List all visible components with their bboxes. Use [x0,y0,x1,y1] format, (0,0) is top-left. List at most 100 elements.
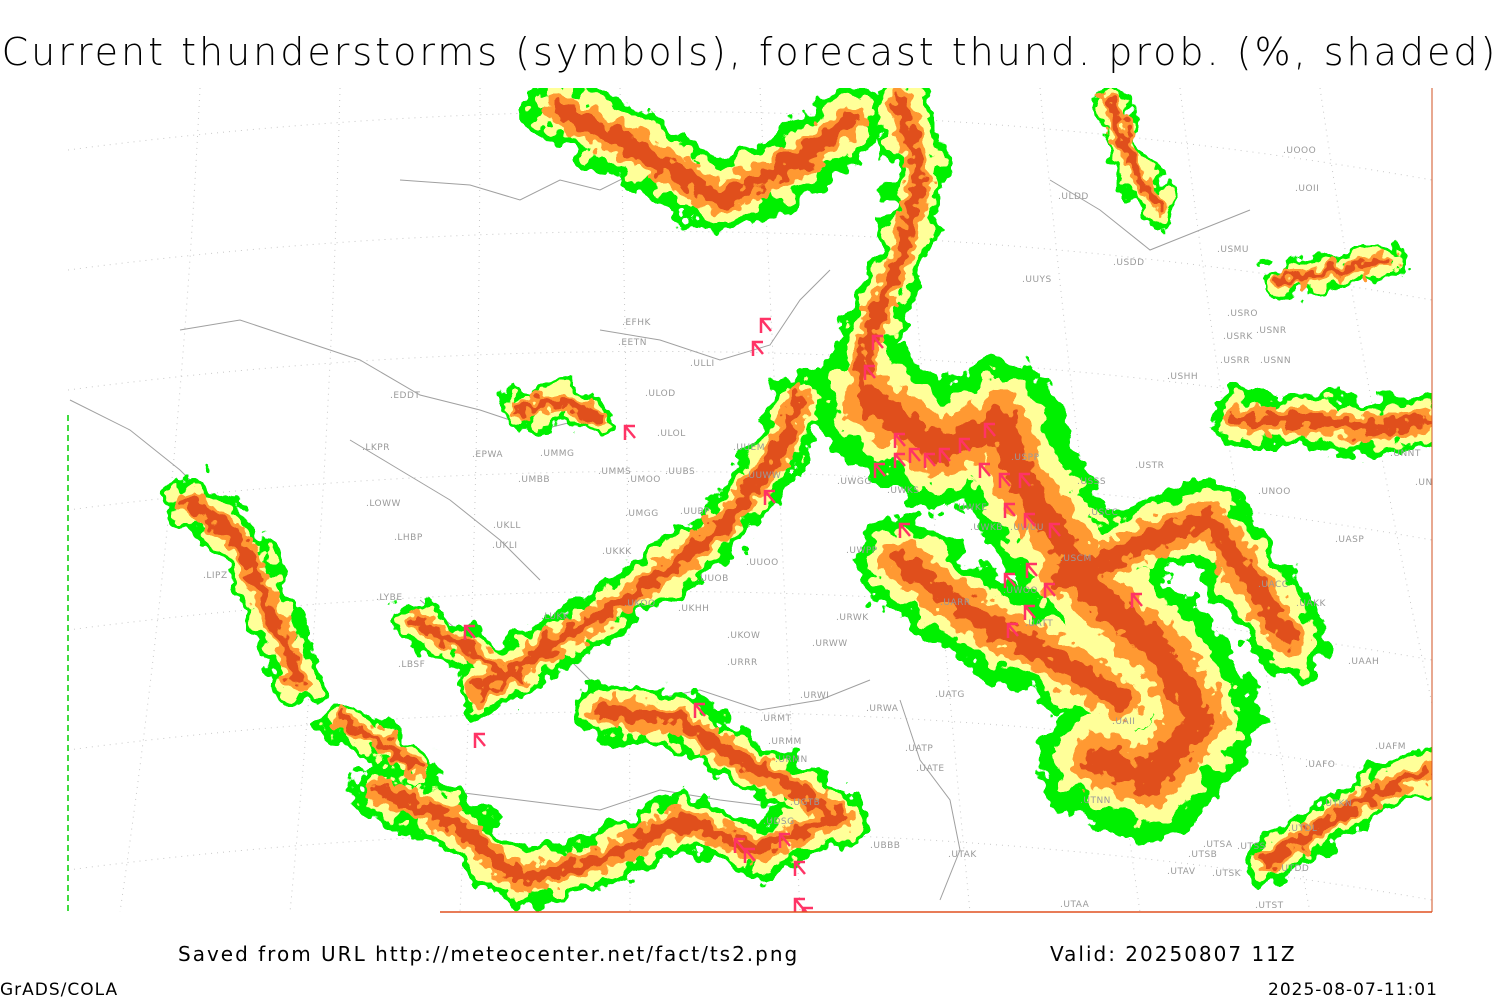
prob-very-high-area-layer [184,93,1432,887]
prob-very-high-area [1233,413,1427,437]
meridian-line [619,88,631,912]
station-label: .LOWW [366,499,401,509]
thunderstorm-symbol-icon [759,317,772,333]
prob-very-high-area [405,615,525,685]
station-label: .UKLI [492,541,518,551]
station-label: .UTSA [1203,840,1233,850]
station-label: .URMM [768,737,802,747]
thunderstorm-symbol-icon [473,732,486,748]
station-label: .UMMG [540,449,574,459]
thunderstorm-symbol-icon [863,364,876,380]
thunderstorm-symbol-icon [1048,522,1061,538]
station-label: .UGTB [790,798,820,808]
parallel-line [68,110,1432,181]
parallel-line [68,230,1432,301]
station-label: .UAKK [1296,599,1327,609]
thunderstorm-symbol-icon [893,432,906,448]
station-label: .URWA [866,704,899,714]
thunderstorm-symbol-icon [908,447,921,463]
station-label: .USHH [1167,372,1198,382]
station-label: .EPWA [472,450,503,460]
coastline [1049,179,1251,251]
thunderstorm-symbol-icon [1003,572,1016,588]
station-label: .UTAV [1167,867,1196,877]
station-label: .USNR [1256,326,1287,336]
meridian-line [119,88,201,912]
thunderstorm-symbol-icon [1023,604,1036,620]
coastline [349,439,541,581]
thunderstorm-symbol-icon [793,860,806,876]
station-label: .URWK [836,613,869,623]
station-label: .UUYS [1022,275,1052,285]
station-label: .UOOO [1283,146,1316,156]
station-label: .EETN [618,338,647,348]
thunderstorm-symbol-icon [873,462,886,478]
prob-very-high-area [1051,511,1299,649]
station-label: .USMU [1217,245,1249,255]
meridian-line [459,88,481,912]
prob-very-high-area [473,393,807,697]
station-label: .UNBB [1415,478,1446,488]
station-label: .UTSS [1237,842,1266,852]
generated-timestamp: 2025-08-07-11:01 [1268,980,1438,1000]
station-label: .UMBB [518,475,550,485]
station-label: .UBBB [870,841,900,851]
station-label: .EDDT [390,391,420,401]
station-label: .UARR [940,598,971,608]
station-label: .LYBE [376,593,403,603]
thunderstorm-symbol-icon [893,452,906,468]
station-label: .UWKB [970,523,1003,533]
station-label: .UATG [935,690,965,700]
thunderstorm-symbol-icon [871,334,884,350]
meridian-line [899,88,971,912]
prob-very-high-area [1265,765,1432,865]
station-label: .LUKK [541,612,570,622]
station-label: .UTAA [1060,900,1090,910]
probability-shading [165,88,1432,908]
station-label: .UUEM [733,443,765,453]
station-label: .UWGG [837,477,872,487]
station-label: .UMGG [625,509,659,519]
thunderstorm-symbol-icon [733,837,746,853]
station-label: .URWW [812,639,848,649]
thunderstorm-symbol-icon [938,447,951,463]
thunderstorm-symbol-icon [463,624,476,640]
thunderstorm-symbol-icon [763,489,776,505]
station-label: .UTNN [1080,796,1111,806]
thunderstorm-symbol-icon [898,522,911,538]
parallel-line [68,830,1432,901]
parallel-line [68,350,1432,421]
station-label: .UAII [1112,717,1135,727]
station-label: .UATP [905,744,933,754]
station-label: .UKLL [493,521,521,531]
station-label: .USDD [1113,258,1145,268]
thunderstorm-symbol-icon [801,906,813,912]
station-label: .URRR [727,658,758,668]
station-label: .UWPP [846,546,878,556]
station-label: .UKOO [624,599,656,609]
meridian-line [289,88,341,912]
thunderstorm-symbol-icon [751,340,764,356]
station-label: .USRK [1223,332,1253,342]
station-label: .ULOD [645,389,676,399]
prob-very-high-area [552,102,858,208]
station-label: .UTKN [1322,799,1352,809]
station-label: .UNOO [1258,487,1291,497]
station-label: .USCC [1088,508,1118,518]
thunderstorm-symbol-icon [1018,472,1031,488]
station-label: .USCM [1060,554,1092,564]
station-label: .UMMS [598,467,631,477]
station-label: .UWKE [955,503,987,513]
station-label: .LHBP [394,533,423,543]
prob-very-high-area [373,783,837,887]
station-label: .URMN [775,755,808,765]
prob-very-high-area [1106,96,1164,214]
station-label: .LKPR [362,443,390,453]
parallel-line [68,470,1432,541]
station-label: .USSS [1077,477,1106,487]
station-label: .UWKS [887,486,919,496]
thunderstorm-symbol-icon [1006,622,1019,638]
thunderstorm-symbol-icon [623,424,636,440]
station-labels: .EDDT .EPWA .LKPR .LOWW .LHBP .LYBE .LBSF .LIPZ… [203,146,1446,911]
